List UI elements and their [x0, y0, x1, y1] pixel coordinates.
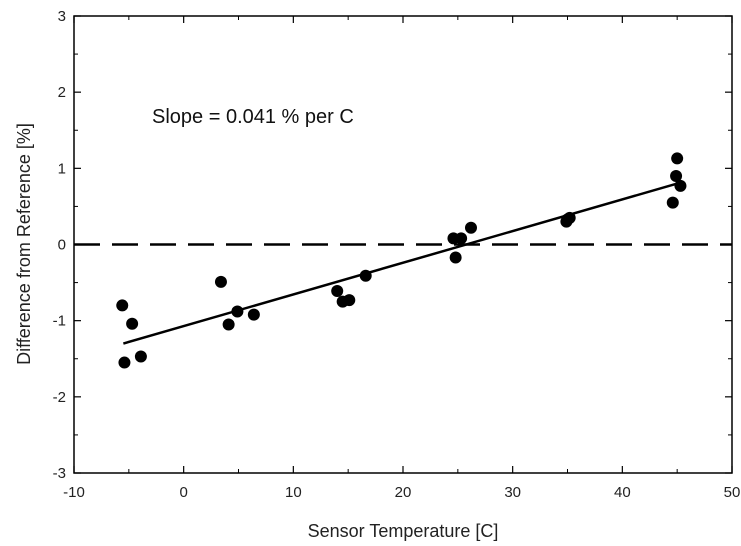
data-point [449, 251, 462, 264]
y-tick-label: -1 [53, 313, 66, 330]
data-point [671, 152, 684, 165]
data-point [126, 317, 139, 330]
data-point [563, 211, 576, 224]
y-tick-label: 2 [58, 84, 66, 101]
data-points [116, 152, 687, 369]
data-point [116, 299, 129, 312]
x-tick-label: 10 [285, 484, 302, 501]
y-tick-label: -3 [53, 465, 66, 482]
x-tick-label: 0 [179, 484, 187, 501]
y-tick-labels: -3 -2 -1 0 1 2 3 [53, 8, 66, 482]
data-point [674, 179, 687, 192]
axis-ticks [73, 15, 733, 474]
data-point [455, 232, 468, 245]
data-point [331, 284, 344, 297]
regression-line [123, 182, 678, 345]
fit-line [123, 182, 678, 345]
data-point [666, 196, 679, 209]
data-point [464, 221, 477, 234]
y-tick-label: 0 [58, 237, 66, 254]
y-tick-label: 1 [58, 160, 66, 177]
x-tick-labels: -10 0 10 20 30 40 50 [63, 484, 740, 501]
y-axis-label: Difference from Reference [%] [14, 123, 34, 365]
data-point [343, 294, 356, 307]
y-tick-label: -2 [53, 389, 66, 406]
data-point [134, 350, 147, 363]
data-point [247, 308, 260, 321]
x-tick-label: 20 [395, 484, 412, 501]
y-tick-label: 3 [58, 8, 66, 25]
x-tick-label: 40 [614, 484, 631, 501]
data-point [359, 269, 372, 282]
x-tick-label: 50 [724, 484, 741, 501]
data-point [231, 305, 244, 318]
data-point [214, 275, 227, 288]
data-point [222, 318, 235, 331]
data-point [670, 169, 683, 182]
annotation-slope: Slope = 0.041 % per C [152, 106, 354, 128]
data-point [118, 356, 131, 369]
x-tick-label: -10 [63, 484, 85, 501]
x-tick-label: 30 [504, 484, 521, 501]
x-axis-label: Sensor Temperature [C] [308, 521, 499, 541]
